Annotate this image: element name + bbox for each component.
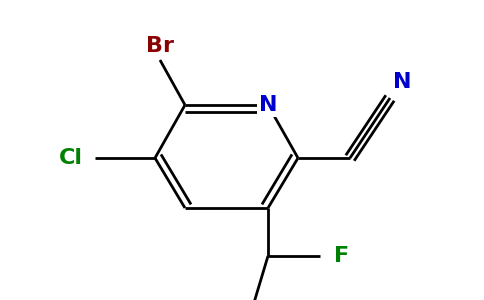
Text: N: N [393, 72, 411, 92]
Text: Br: Br [146, 36, 174, 56]
Text: F: F [334, 246, 349, 266]
Text: N: N [259, 95, 277, 115]
Text: Cl: Cl [59, 148, 83, 168]
